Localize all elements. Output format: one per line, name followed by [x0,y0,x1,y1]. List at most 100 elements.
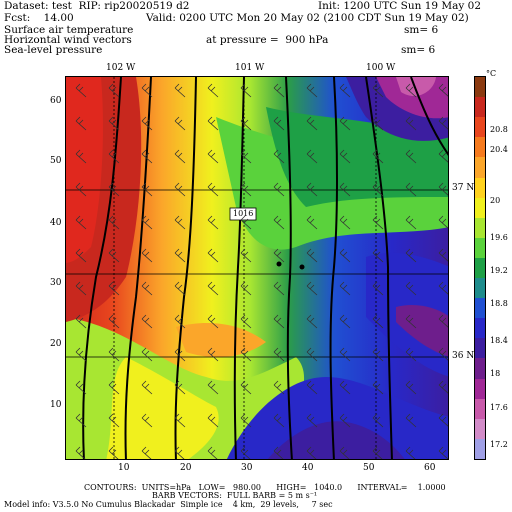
colorbar-segment [475,137,485,158]
wind-barb [372,347,384,362]
colorbar-segment [475,177,485,199]
colorbar-segment [475,438,485,460]
wind-barb [108,149,120,164]
colorbar-label: 20 [490,196,501,205]
wind-barb [141,281,153,296]
wind-barb [207,314,219,329]
wind-barb [372,116,384,131]
wind-barb [438,413,448,427]
wind-barb [273,380,285,395]
wind-barb [405,182,417,197]
colorbar-label: 18.8 [490,299,508,308]
wind-barb [207,83,219,98]
colorbar-label: 19.6 [490,233,508,242]
wind-barb [372,215,384,230]
temperature-field [66,77,448,459]
barb-info: BARB VECTORS: FULL BARB = 5 m s⁻¹ [152,491,318,500]
colorbar-segment [475,378,485,400]
wind-barb [438,83,448,97]
wind-barb [438,182,448,196]
wind-barb [339,380,351,395]
wind-barb [372,83,384,98]
wind-barb [405,347,417,362]
wind-barb [207,380,219,395]
wind-barb [75,149,87,164]
wind-barb [306,281,318,296]
wind-barb [339,182,351,197]
wind-barb [75,347,87,362]
wind-barb [75,314,87,329]
init-time: Init: 1200 UTC Sun 19 May 02 [318,0,482,12]
wind-barb [306,182,318,197]
colorbar-segment [475,318,485,339]
wind-barb [174,149,186,164]
wind-barb [141,83,153,98]
smoothing-1: sm= 6 [404,24,439,36]
colorbar-segment [475,278,485,299]
wind-barb [339,281,351,296]
wind-barb [141,347,153,362]
wind-barb [306,248,318,263]
wind-barb [75,83,87,98]
colorbar-label: 19.2 [490,266,508,275]
x-tick-50: 50 [363,463,375,473]
wind-barb [438,380,448,394]
colorbar-segment [475,338,485,359]
wind-barb [108,182,120,197]
wind-barb [438,314,448,328]
wind-barb [240,380,252,395]
wind-barb [207,248,219,263]
wind-barb [339,215,351,230]
wind-barb [75,248,87,263]
wind-barb [207,347,219,362]
wind-barb [75,446,86,459]
wind-barb [75,116,87,131]
wind-barb [339,149,351,164]
wind-barb [240,347,252,362]
wind-barb [405,248,417,263]
wind-barb [306,446,317,459]
wind-barb [372,149,384,164]
wind-barb [339,314,351,329]
wind-barb [240,182,252,197]
y-tick-40: 40 [50,218,62,228]
wind-barb [405,446,416,459]
wind-barb [174,83,186,98]
wind-barb [273,314,285,329]
colorbar-segment [475,197,485,219]
wind-barb [405,149,417,164]
wind-barb [174,281,186,296]
wind-barb [174,413,186,428]
wind-barb [108,248,120,263]
y-tick-50: 50 [50,156,62,166]
wind-barb [273,413,285,428]
lat-label-37n: 37 N [452,183,475,193]
wind-barb [240,116,252,131]
wind-barb [108,413,120,428]
wind-barb [108,83,120,98]
wind-barb [306,149,318,164]
wind-barb [141,413,153,428]
colorbar-segment [475,418,485,440]
wind-barb [108,347,120,362]
wind-barb [174,446,185,459]
wind-barb [339,347,351,362]
wind-barb [372,314,384,329]
colorbar-segment [475,77,485,98]
field-wind: Horizontal wind vectors [4,34,132,46]
wind-barb [273,446,284,459]
wind-barb [240,281,252,296]
colorbar-label: 20.8 [490,125,508,134]
wind-barb [339,116,351,131]
wind-barb [438,347,448,361]
wind-barb [339,446,350,459]
wind-barb [240,248,252,263]
pressure-level: at pressure = 900 hPa [206,34,329,46]
wind-barb [75,413,87,428]
wind-barb [372,182,384,197]
wind-barb [174,116,186,131]
colorbar-segment [475,298,485,319]
wind-barb [240,446,251,459]
wind-barb [108,116,120,131]
colorbar-segment [475,157,485,178]
